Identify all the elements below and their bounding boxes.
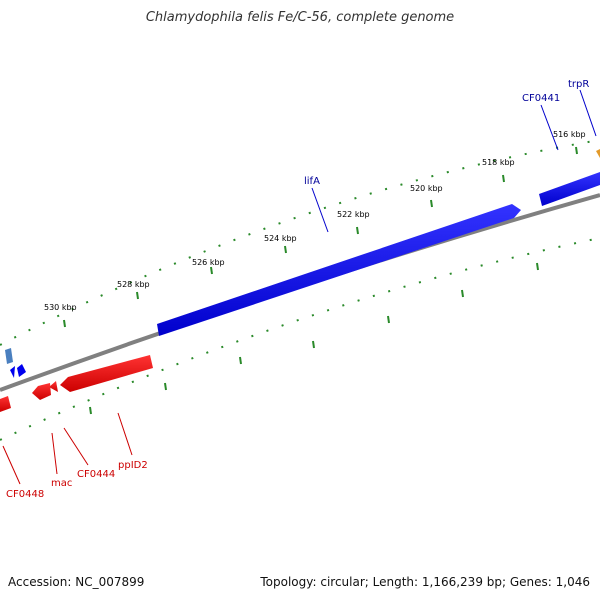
small-forward-gene-1 <box>5 348 13 364</box>
leader-CF0444 <box>63 427 89 466</box>
accession-label: Accession: NC_007899 <box>8 575 145 589</box>
tick-label-524: 524 kbp <box>264 234 297 243</box>
tick-label-526: 526 kbp <box>192 258 225 267</box>
gene-mac-arrow <box>32 383 51 400</box>
gene-label-trpR: trpR <box>568 79 589 90</box>
leader-mac <box>51 432 58 475</box>
leader-lifA <box>311 187 329 233</box>
gene-label-ppID2: ppID2 <box>118 460 148 471</box>
gene-label-CF0441: CF0441 <box>522 93 560 104</box>
tick-label-528: 528 kbp <box>117 280 150 289</box>
genome-backbone <box>0 193 600 392</box>
gene-ppID2-arrow <box>60 355 153 392</box>
map-title: Chlamydophila felis Fe/C-56, complete ge… <box>145 10 455 25</box>
genome-stats: Topology: circular; Length: 1,166,239 bp… <box>260 575 590 589</box>
leader-ppID2 <box>117 412 133 456</box>
gene-CF0444-arrow <box>49 381 58 392</box>
gene-label-CF0448: CF0448 <box>6 489 44 500</box>
gene-lifA-arrow <box>157 204 521 336</box>
small-forward-gene-3 <box>17 364 26 377</box>
major-ticks <box>63 146 578 415</box>
small-forward-gene-2 <box>10 366 15 378</box>
tick-label-530: 530 kbp <box>44 303 77 312</box>
leader-CF0448 <box>2 445 21 485</box>
gene-label-CF0444: CF0444 <box>77 469 115 480</box>
gene-CF0448-arrow <box>0 396 11 412</box>
tick-label-518: 518 kbp <box>482 158 515 167</box>
outer-tick-ring <box>0 139 600 346</box>
orange-gene <box>596 149 600 158</box>
leader-CF0441 <box>540 104 559 151</box>
gene-trpR-arrow <box>539 172 600 206</box>
tick-label-516: 516 kbp <box>553 130 586 139</box>
leader-trpR <box>579 89 597 137</box>
tick-label-520: 520 kbp <box>410 184 443 193</box>
gene-label-lifA: lifA <box>304 176 320 187</box>
gene-label-mac: mac <box>51 478 72 489</box>
tick-label-522: 522 kbp <box>337 210 370 219</box>
